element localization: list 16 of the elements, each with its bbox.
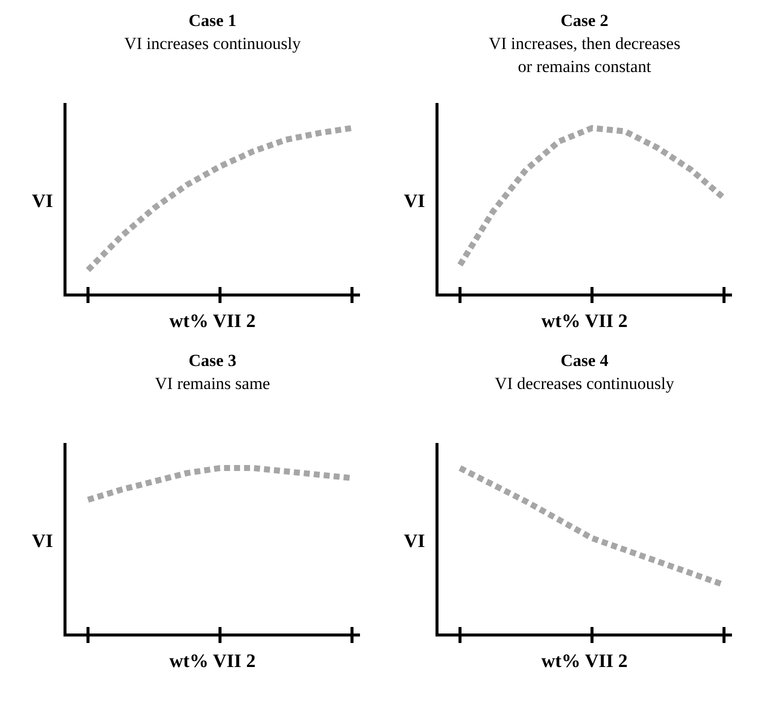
chart-title: Case 3	[188, 351, 236, 370]
chart-subtitle: VI decreases continuously	[494, 374, 675, 393]
y-axis-title: VI	[404, 191, 425, 212]
chart-subtitle: VI remains same	[154, 374, 270, 393]
y-axis-title: VI	[32, 531, 53, 552]
y-axis-title: VI	[32, 191, 53, 212]
x-axis-title: wt% VII 2	[169, 651, 256, 672]
x-axis-title: wt% VII 2	[541, 651, 628, 672]
x-axis-title: wt% VII 2	[169, 311, 256, 332]
chart-subtitle: VI increases continuously	[124, 34, 302, 53]
chart-title: Case 4	[560, 351, 609, 370]
chart-title: Case 1	[188, 11, 236, 30]
chart-subtitle: VI increases, then decreases or remains constant	[488, 34, 680, 76]
chart-title: Case 2	[560, 11, 608, 30]
y-axis-title: VI	[404, 531, 425, 552]
x-axis-title: wt% VII 2	[541, 311, 628, 332]
